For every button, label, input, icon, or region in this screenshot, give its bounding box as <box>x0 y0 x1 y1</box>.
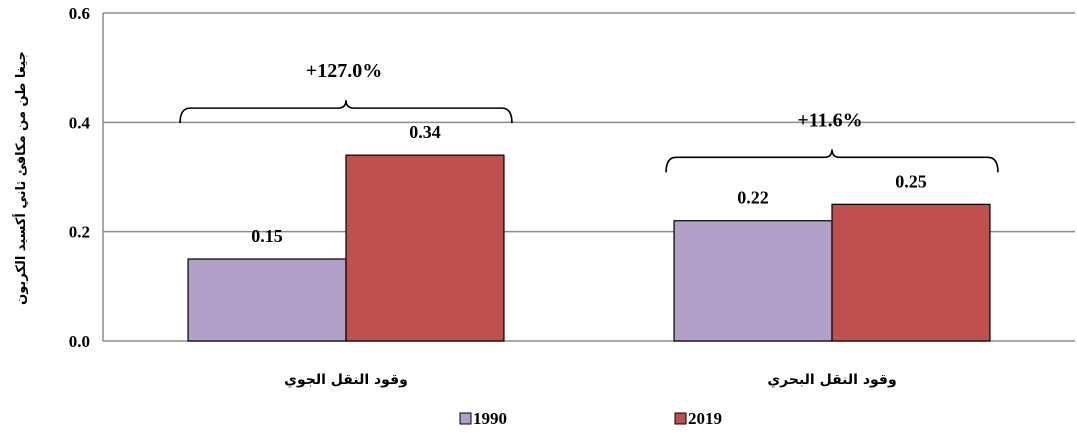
category-label: وقود النقل الجوي <box>284 372 408 389</box>
data-label: 0.34 <box>409 122 441 142</box>
legend-swatch-2019 <box>674 412 687 425</box>
y-tick-label: 0.6 <box>69 4 90 23</box>
y-axis-label: جيغا طن من مكافئ ثاني أكسيد الكربون <box>12 51 29 305</box>
annotation-label: +11.6% <box>797 109 862 131</box>
data-labels: 0.15 0.34 0.22 0.25 <box>251 122 926 246</box>
bar-2019-2 <box>831 203 991 342</box>
annotation-label: +127.0% <box>306 60 382 82</box>
data-label: 0.22 <box>737 188 769 208</box>
bars <box>187 154 991 342</box>
bar-1990-2 <box>673 220 833 342</box>
annotation-brace <box>665 149 999 173</box>
annotations: +127.0% +11.6% <box>179 60 999 173</box>
y-tick-label: 0.4 <box>69 113 91 132</box>
legend-label: 2019 <box>688 409 722 428</box>
category-label: وقود النقل البحري <box>767 372 896 389</box>
bar-1990-1 <box>187 258 347 342</box>
legend: 1990 2019 <box>459 409 722 428</box>
y-tick-label: 0.0 <box>69 332 90 351</box>
bar-2019-1 <box>345 154 505 342</box>
category-labels: وقود النقل الجوي وقود النقل البحري <box>284 372 897 389</box>
legend-swatch-1990 <box>459 412 472 425</box>
y-tick-labels: 0.0 0.2 0.4 0.6 <box>69 4 91 351</box>
data-label: 0.15 <box>251 226 283 246</box>
gridlines <box>103 12 1075 233</box>
annotation-brace <box>179 100 513 124</box>
data-label: 0.25 <box>895 171 927 191</box>
y-tick-label: 0.2 <box>69 223 90 242</box>
legend-label: 1990 <box>473 409 507 428</box>
